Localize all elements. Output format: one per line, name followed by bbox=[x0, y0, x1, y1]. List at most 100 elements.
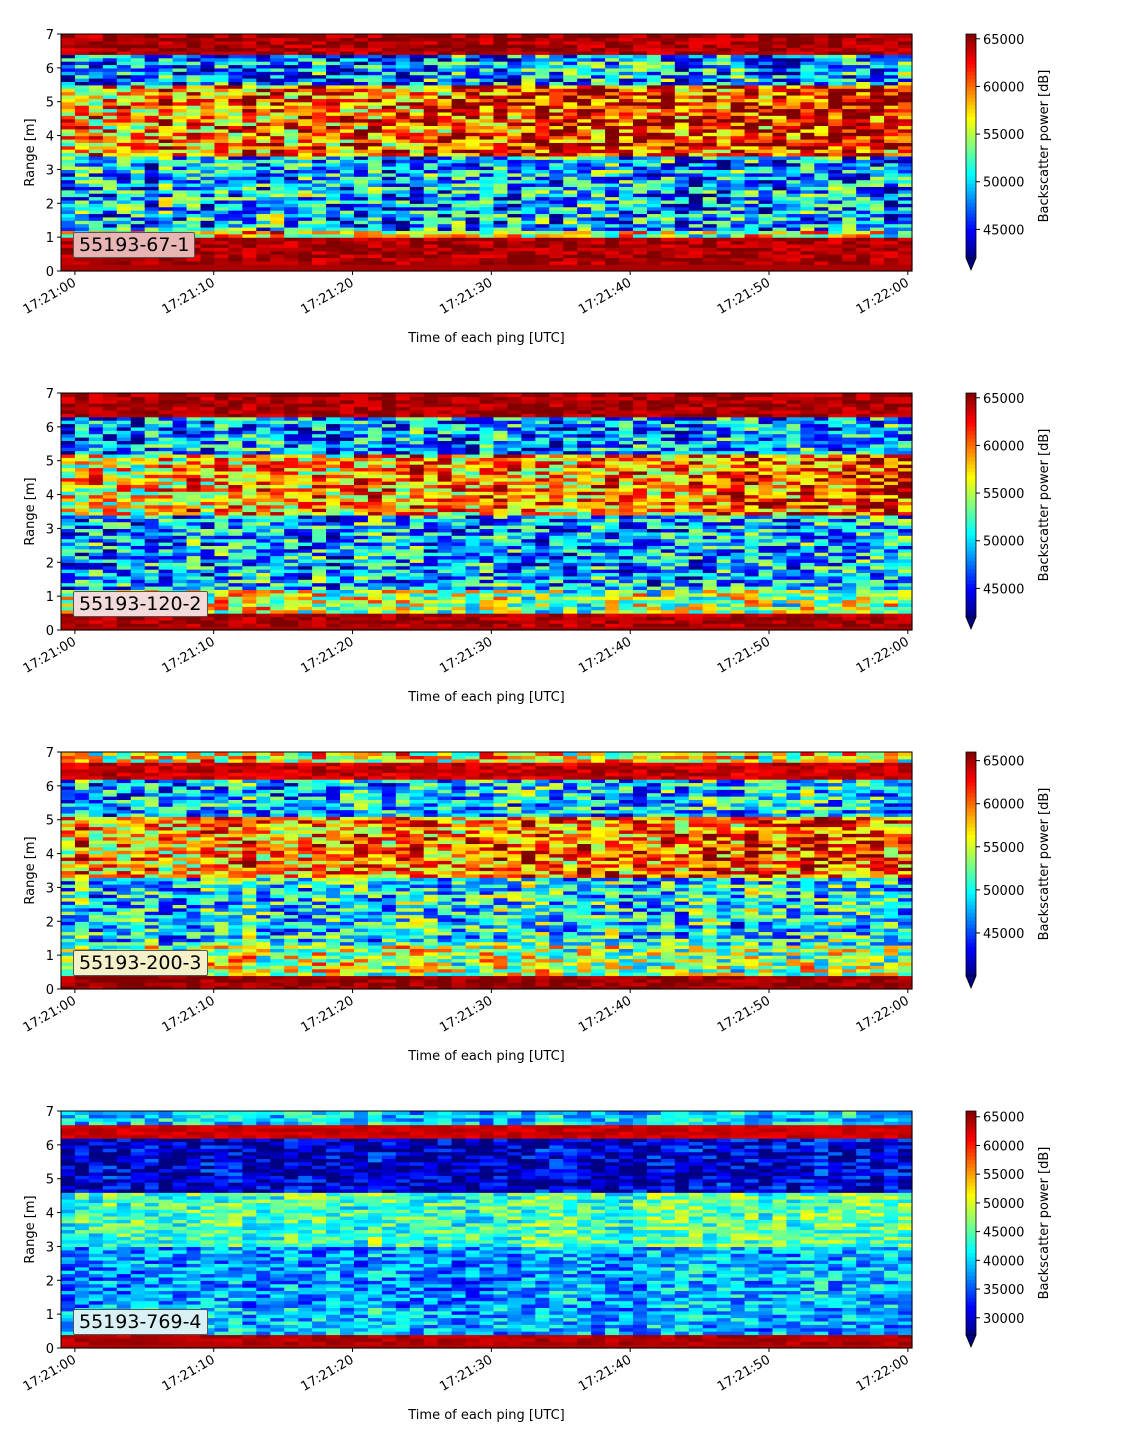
heatmap-cell bbox=[116, 111, 132, 116]
heatmap-cell bbox=[74, 525, 90, 530]
heatmap-cell bbox=[688, 152, 704, 157]
heatmap-cell bbox=[214, 250, 230, 255]
heatmap-cell bbox=[298, 44, 313, 49]
heatmap-cell bbox=[702, 196, 718, 201]
heatmap-cell bbox=[395, 50, 411, 55]
colorbar-tick-label: 55000 bbox=[983, 128, 1024, 143]
heatmap-cell bbox=[744, 176, 760, 181]
heatmap-cell bbox=[702, 78, 718, 82]
heatmap-cell bbox=[828, 186, 843, 191]
heatmap-cell bbox=[381, 254, 397, 259]
heatmap-cell bbox=[88, 54, 104, 59]
heatmap-cell bbox=[646, 203, 662, 208]
heatmap-cell bbox=[74, 474, 90, 479]
heatmap-cell bbox=[898, 57, 913, 62]
heatmap-cell bbox=[381, 233, 397, 238]
heatmap-cell bbox=[144, 406, 160, 411]
heatmap-cell bbox=[61, 64, 76, 69]
heatmap-cell bbox=[521, 91, 536, 96]
heatmap-cell bbox=[214, 237, 230, 242]
heatmap-cell bbox=[521, 243, 536, 248]
heatmap-cell bbox=[242, 267, 257, 272]
heatmap-cell bbox=[521, 250, 536, 255]
heatmap-cell bbox=[465, 98, 481, 103]
heatmap-cell bbox=[563, 243, 578, 248]
heatmap-cell bbox=[493, 108, 509, 113]
heatmap-cell bbox=[158, 166, 174, 171]
heatmap-cell bbox=[744, 233, 760, 238]
heatmap-cell bbox=[716, 152, 732, 157]
heatmap-cell bbox=[702, 237, 718, 242]
heatmap-cell bbox=[870, 159, 885, 164]
heatmap-cell bbox=[242, 61, 257, 66]
heatmap-cell bbox=[116, 470, 132, 475]
heatmap-cell bbox=[898, 237, 913, 242]
heatmap-cell bbox=[88, 111, 104, 116]
heatmap-cell bbox=[521, 172, 536, 177]
heatmap-cell bbox=[758, 125, 774, 130]
heatmap-cell bbox=[409, 37, 425, 42]
heatmap-cell bbox=[493, 162, 509, 167]
heatmap-cell bbox=[172, 552, 188, 557]
heatmap-cell bbox=[367, 118, 383, 123]
heatmap-cell bbox=[535, 34, 550, 38]
heatmap-cell bbox=[549, 111, 564, 116]
heatmap-cell bbox=[800, 172, 815, 177]
heatmap-cell bbox=[242, 260, 257, 265]
heatmap-cell bbox=[451, 135, 467, 140]
heatmap-cell bbox=[563, 78, 578, 82]
heatmap-cell bbox=[88, 220, 104, 225]
heatmap-cell bbox=[828, 179, 843, 184]
heatmap-cell bbox=[660, 149, 676, 154]
heatmap-cell bbox=[130, 40, 146, 45]
heatmap-cell bbox=[619, 206, 634, 211]
heatmap-cell bbox=[130, 616, 146, 621]
heatmap-cell bbox=[884, 186, 899, 191]
heatmap-cell bbox=[409, 260, 425, 265]
heatmap-cell bbox=[856, 105, 871, 110]
heatmap-cell bbox=[102, 193, 118, 198]
heatmap-cell bbox=[409, 78, 425, 82]
heatmap-cell bbox=[898, 61, 913, 66]
heatmap-cell bbox=[856, 118, 871, 123]
heatmap-cell bbox=[340, 108, 355, 113]
heatmap-cell bbox=[270, 142, 285, 147]
heatmap-cell bbox=[898, 47, 913, 52]
heatmap-cell bbox=[702, 138, 718, 143]
heatmap-cell bbox=[172, 125, 188, 130]
heatmap-cell bbox=[172, 525, 188, 530]
heatmap-cell bbox=[772, 40, 788, 45]
heatmap-cell bbox=[61, 491, 76, 496]
heatmap-cell bbox=[130, 213, 146, 218]
heatmap-cell bbox=[381, 118, 397, 123]
heatmap-cell bbox=[465, 34, 481, 38]
heatmap-cell bbox=[786, 50, 801, 55]
heatmap-cell bbox=[898, 186, 913, 191]
heatmap-cell bbox=[88, 535, 104, 540]
heatmap-cell bbox=[340, 257, 355, 262]
heatmap-cell bbox=[507, 254, 522, 259]
heatmap-cell bbox=[758, 159, 774, 164]
heatmap-cell bbox=[786, 203, 801, 208]
heatmap-cell bbox=[870, 179, 885, 184]
heatmap-cell bbox=[786, 182, 801, 187]
heatmap-cell bbox=[353, 67, 369, 72]
heatmap-cell bbox=[130, 64, 146, 69]
heatmap-cell bbox=[172, 267, 188, 272]
heatmap-cell bbox=[451, 142, 467, 147]
heatmap-cell bbox=[214, 64, 230, 69]
heatmap-cell bbox=[298, 196, 313, 201]
heatmap-cell bbox=[591, 250, 606, 255]
heatmap-cell bbox=[228, 213, 243, 218]
heatmap-cell bbox=[395, 44, 411, 49]
heatmap-cell bbox=[144, 569, 160, 574]
heatmap-cell bbox=[898, 132, 913, 137]
heatmap-cell bbox=[591, 50, 606, 55]
heatmap-cell bbox=[256, 84, 271, 89]
heatmap-cell bbox=[898, 122, 913, 127]
heatmap-cell bbox=[646, 254, 662, 259]
heatmap-cell bbox=[549, 57, 564, 62]
heatmap-cell bbox=[172, 159, 188, 164]
heatmap-cell bbox=[88, 61, 104, 66]
heatmap-cell bbox=[61, 609, 76, 614]
